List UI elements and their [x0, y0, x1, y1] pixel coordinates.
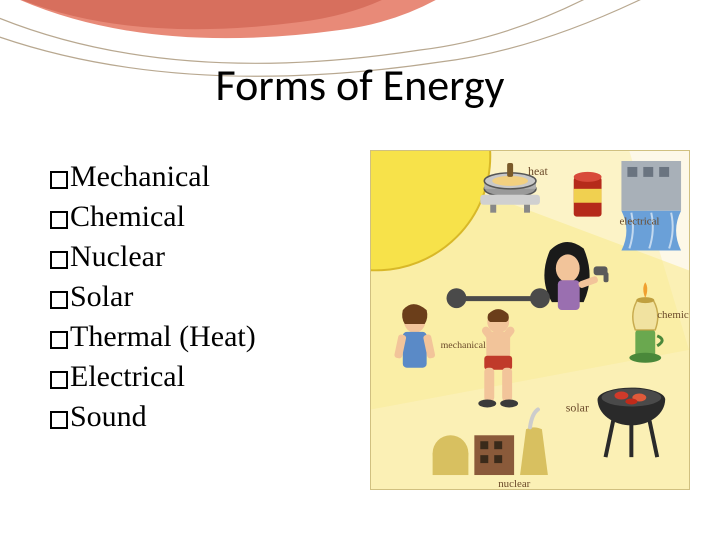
list-item: Chemical [50, 200, 360, 234]
bullet-icon [50, 211, 68, 229]
list-item: Mechanical [50, 160, 360, 194]
list-item: Thermal (Heat) [50, 320, 360, 354]
bullet-icon [50, 371, 68, 389]
bullet-icon [50, 251, 68, 269]
bullet-icon [50, 291, 68, 309]
illustration-label-chemical: chemical [657, 309, 689, 321]
list-item: Electrical [50, 360, 360, 394]
list-item-label: Sound [70, 400, 147, 434]
bullet-icon [50, 411, 68, 429]
bullet-icon [50, 171, 68, 189]
list-item-label: Nuclear [70, 240, 165, 274]
illustration-label-mechanical: mechanical [441, 340, 486, 351]
illustration-label-nuclear: nuclear [498, 478, 530, 489]
illustration-label-electrical: electrical [619, 216, 659, 228]
list-item-label: Mechanical [70, 160, 210, 194]
list-item: Sound [50, 400, 360, 434]
bullet-icon [50, 331, 68, 349]
list-item: Nuclear [50, 240, 360, 274]
illustration-label-heat: heat [528, 164, 549, 178]
list-item: Solar [50, 280, 360, 314]
list-item-label: Electrical [70, 360, 185, 394]
list-item-label: Solar [70, 280, 133, 314]
bullet-list: Mechanical Chemical Nuclear Solar Therma… [50, 160, 360, 440]
energy-illustration: heat electrical chemical [370, 150, 690, 490]
list-item-label: Chemical [70, 200, 185, 234]
slide-title: Forms of Energy [0, 58, 720, 112]
list-item-label: Thermal (Heat) [70, 320, 256, 354]
illustration-label-solar: solar [566, 400, 589, 414]
